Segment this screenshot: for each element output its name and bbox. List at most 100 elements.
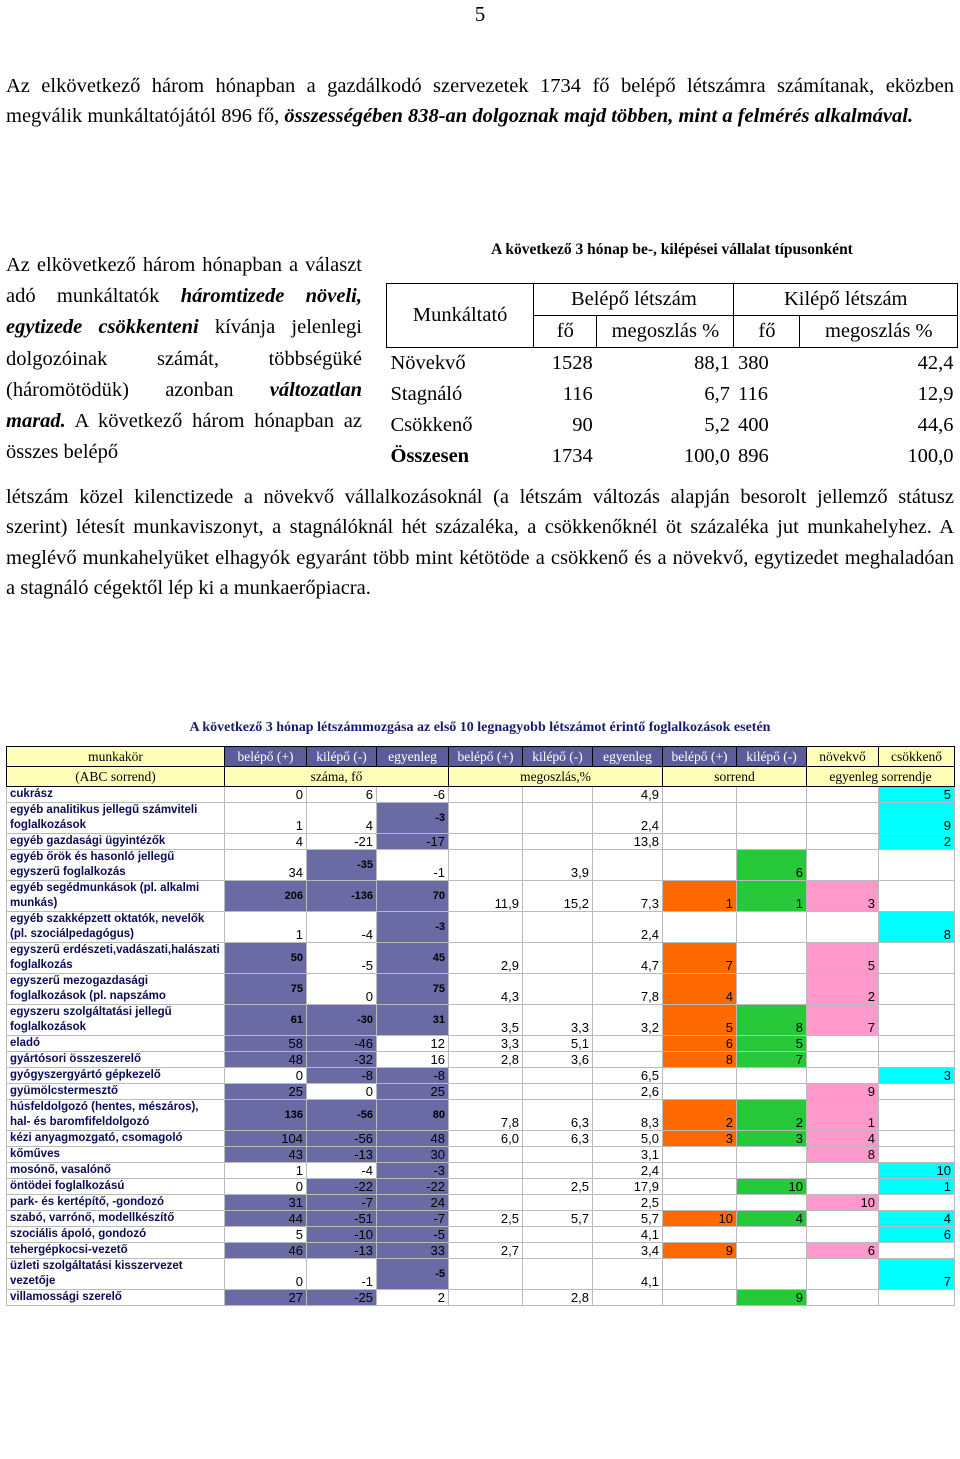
cell-value: 25 bbox=[224, 1083, 307, 1100]
cell-value: -51 bbox=[306, 1210, 377, 1227]
occupation-name: gyártósori összeszerelő bbox=[6, 1051, 225, 1068]
cell-value bbox=[522, 1258, 593, 1290]
cell-value: -10 bbox=[306, 1226, 377, 1243]
cell-value: 30 bbox=[376, 1146, 449, 1163]
cell-value: 400 bbox=[737, 414, 769, 436]
cell-value bbox=[736, 942, 807, 974]
cell-value bbox=[806, 1178, 879, 1195]
cell-value bbox=[522, 911, 593, 943]
cell-value: 33 bbox=[376, 1242, 449, 1259]
page-number: 5 bbox=[474, 2, 486, 26]
cell-value: 6 bbox=[878, 1226, 955, 1243]
cell-value: 90 bbox=[572, 414, 593, 436]
cell-value: 4 bbox=[306, 802, 377, 834]
cell-value: 3 bbox=[736, 1130, 807, 1147]
cell-value bbox=[878, 849, 955, 881]
cell-value: 9 bbox=[662, 1242, 737, 1259]
cell-value: 100,0 bbox=[683, 445, 730, 467]
cell-value: -17 bbox=[376, 833, 449, 850]
cell-value bbox=[806, 786, 879, 803]
cell-value: -13 bbox=[306, 1146, 377, 1163]
cell-value: 46 bbox=[224, 1242, 307, 1259]
header-cell: kilépő (-) bbox=[522, 746, 593, 767]
cell-value bbox=[736, 1083, 807, 1100]
entry-exit-table: Munkáltató Belépő létszám Kilépő létszám… bbox=[385, 283, 958, 472]
cell-value: 6,0 bbox=[448, 1130, 523, 1147]
cell-value: 3 bbox=[806, 880, 879, 912]
cell-value: -25 bbox=[306, 1289, 377, 1306]
cell-value: 4 bbox=[878, 1210, 955, 1227]
table-row: szabó, varrónő, modellkészítő 44 -51 -7 2,5 5… bbox=[6, 1210, 955, 1227]
cell-value: 1 bbox=[224, 911, 307, 943]
cell-value: -30 bbox=[306, 1004, 377, 1036]
cell-value: -32 bbox=[306, 1051, 377, 1068]
table-row: gyümölcstermesztő 25 0 25 2,6 9 bbox=[6, 1083, 955, 1100]
cell-value: 3 bbox=[662, 1130, 737, 1147]
cell-value: 2,4 bbox=[592, 802, 663, 834]
cell-value: 25 bbox=[376, 1083, 449, 1100]
employer-text-e: A következő három hónapban az összes bel… bbox=[6, 410, 362, 464]
table-row: egyéb gazdasági ügyintézők 4 -21 -17 13,8 2 bbox=[6, 833, 955, 850]
table-row: egyéb segédmunkások (pl. alkalmi munkás)… bbox=[6, 880, 955, 912]
cell-value: 4,9 bbox=[592, 786, 663, 803]
subheader-cell: sorrend bbox=[662, 766, 807, 787]
employer-text-a: Az elkövetkező három hónapban a választ … bbox=[6, 254, 362, 308]
occupation-name: egyéb gazdasági ügyintézők bbox=[6, 833, 225, 850]
table-row: tehergépkocsi-vezető 46 -13 33 2,7 3,4 9 6 bbox=[6, 1242, 955, 1259]
cell-value: 6,7 bbox=[704, 383, 730, 405]
cell-value bbox=[592, 1289, 663, 1306]
cell-value bbox=[592, 849, 663, 881]
table1-caption: A következő 3 hónap be-, kilépései válla… bbox=[491, 241, 853, 258]
cell-value bbox=[806, 802, 879, 834]
cell-value bbox=[878, 1035, 955, 1052]
cell-value bbox=[806, 1162, 879, 1179]
occupation-name: gyógyszergyártó gépkezelő bbox=[6, 1067, 225, 1084]
cell-value: 42,4 bbox=[917, 352, 954, 374]
cell-value: 8 bbox=[662, 1051, 737, 1068]
employer-text-c: kívánja jelenlegi dolgozóinak számát, tö… bbox=[6, 316, 363, 401]
occupation-name: park- és kertépítő, -gondozó bbox=[6, 1194, 225, 1211]
cell-value bbox=[662, 1226, 737, 1243]
cell-value: 2,4 bbox=[592, 911, 663, 943]
intro-emphasis: összességében 838-an dolgoznak majd több… bbox=[284, 104, 914, 127]
cell-value bbox=[662, 1162, 737, 1179]
header-cell: csökkenő bbox=[878, 746, 955, 767]
cell-value: 2,9 bbox=[448, 942, 523, 974]
cell-value bbox=[592, 1051, 663, 1068]
cell-value: 44 bbox=[224, 1210, 307, 1227]
col-header-employer: Munkáltató bbox=[385, 283, 535, 348]
cell-value: 31 bbox=[376, 1004, 449, 1036]
employer-emphasis-d: változatlan marad. bbox=[6, 378, 362, 433]
cell-value bbox=[878, 1099, 955, 1131]
table-row: egyszerű mezogazdasági foglalkozások (pl… bbox=[6, 973, 955, 1005]
cell-value: 100,0 bbox=[907, 445, 954, 467]
cell-value bbox=[736, 1242, 807, 1259]
cell-value: 2,8 bbox=[522, 1289, 593, 1306]
cell-value bbox=[806, 1226, 879, 1243]
cell-value bbox=[522, 973, 593, 1005]
cell-value: 6,5 bbox=[592, 1067, 663, 1084]
cell-value: 16 bbox=[376, 1051, 449, 1068]
row-label: Csökkenő bbox=[390, 414, 473, 436]
cell-value: 2 bbox=[376, 1289, 449, 1306]
cell-value: 5 bbox=[224, 1226, 307, 1243]
cell-value: -8 bbox=[376, 1067, 449, 1084]
cell-value bbox=[448, 1226, 523, 1243]
occupation-name: egyéb segédmunkások (pl. alkalmi munkás) bbox=[6, 880, 225, 912]
cell-value: 2,5 bbox=[592, 1194, 663, 1211]
cell-value bbox=[806, 1210, 879, 1227]
cell-value: 13,8 bbox=[592, 833, 663, 850]
cell-value: 27 bbox=[224, 1289, 307, 1306]
table-row: eladó 58 -46 12 3,3 5,1 6 5 bbox=[6, 1035, 955, 1052]
cell-value: 7 bbox=[736, 1051, 807, 1068]
occupation-name: egyszerű mezogazdasági foglalkozások (pl… bbox=[6, 973, 225, 1005]
cell-value: 1 bbox=[224, 1162, 307, 1179]
subheader-cell: megoszlás,% bbox=[448, 766, 663, 787]
cell-value: 6 bbox=[306, 786, 377, 803]
cell-value: 0 bbox=[224, 1067, 307, 1084]
cell-value: 43 bbox=[224, 1146, 307, 1163]
cell-value bbox=[736, 833, 807, 850]
cell-value: 10 bbox=[878, 1162, 955, 1179]
cell-value: 3,6 bbox=[522, 1051, 593, 1068]
intro-paragraph: Az elkövetkező három hónapban a gazdálko… bbox=[6, 72, 954, 131]
